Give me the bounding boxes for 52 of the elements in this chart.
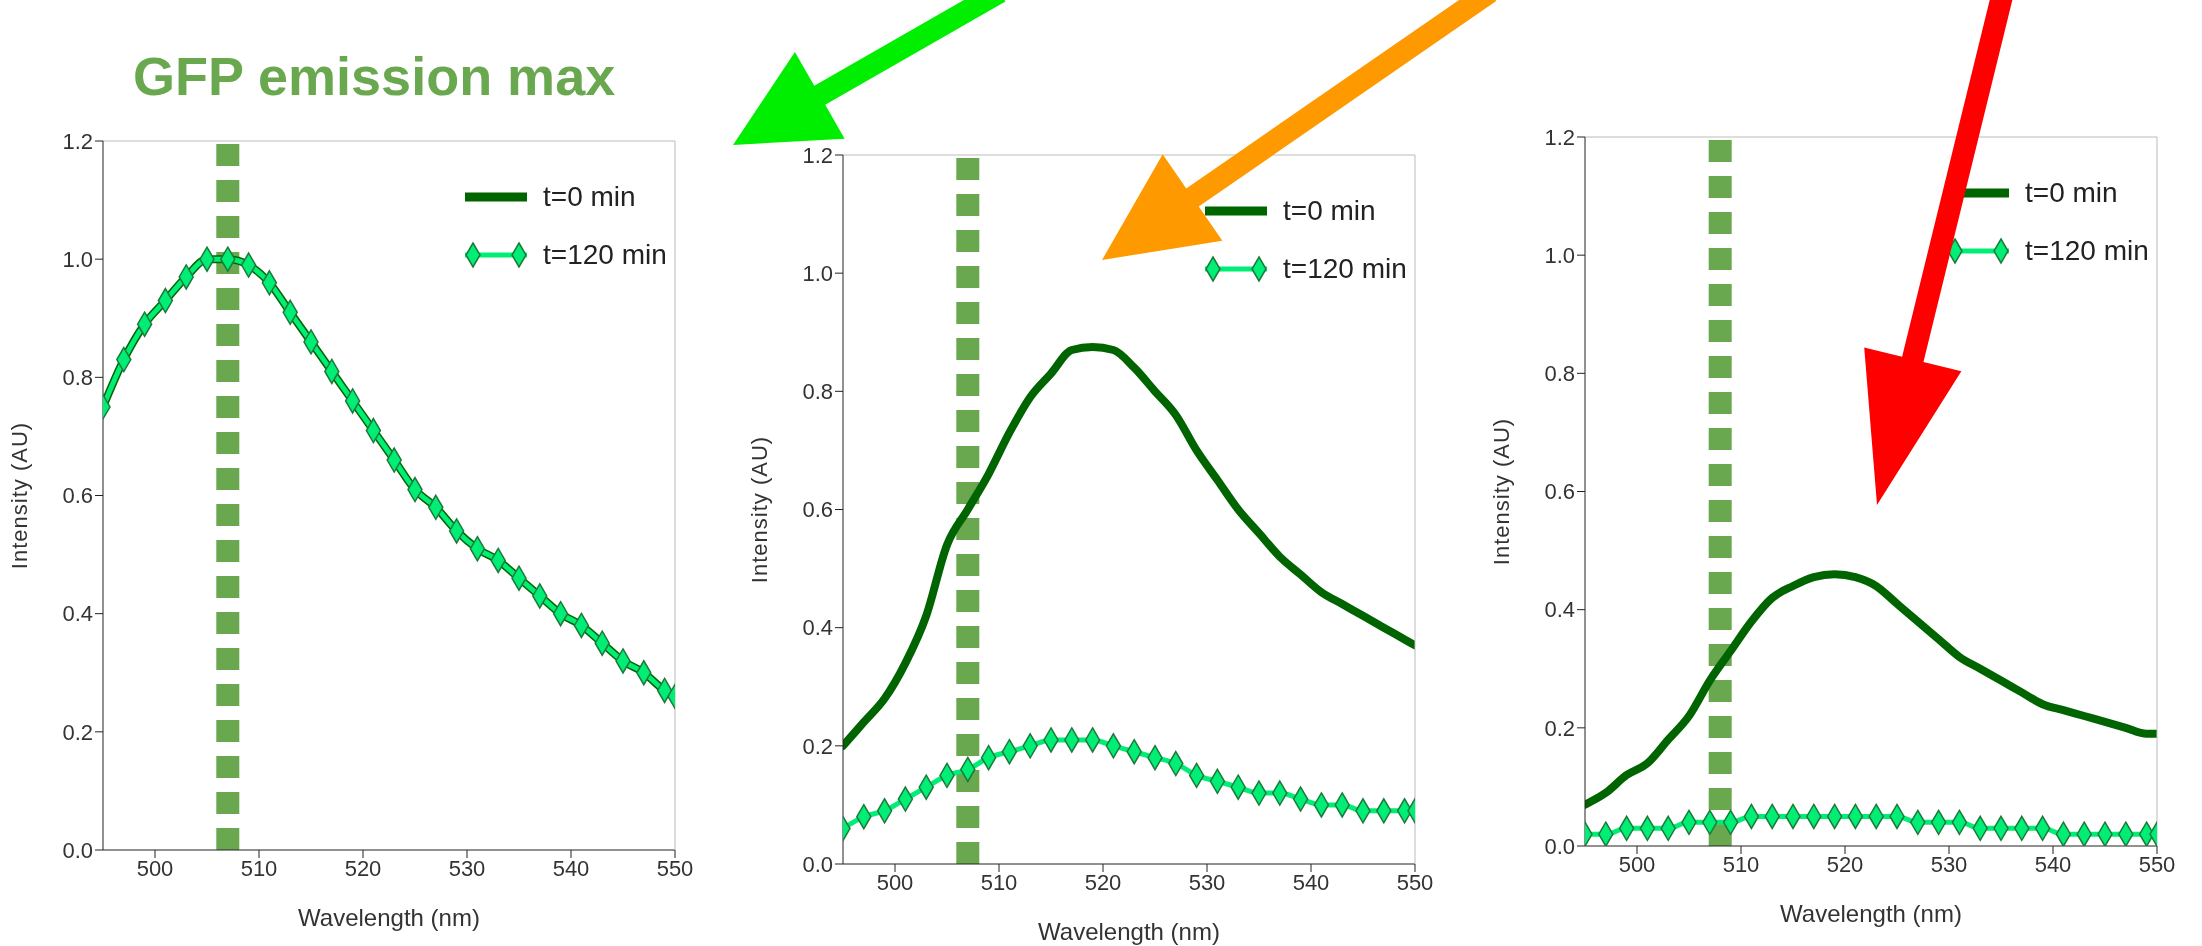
x-axis-title: Wavelength (nm) [298, 904, 480, 931]
x-axis-title: Wavelength (nm) [1780, 900, 1962, 927]
y-axis-title: Intensity (AU) [746, 435, 772, 584]
x-tick-label: 510 [980, 869, 1018, 895]
x-tick-label: 500 [136, 855, 174, 881]
x-tick-label: 530 [1930, 851, 1968, 877]
y-tick-label: 0.8 [802, 379, 833, 405]
x-tick-label: 520 [1826, 851, 1864, 877]
x-tick-label: 550 [2138, 851, 2176, 877]
y-tick-label: 0.6 [802, 497, 833, 523]
y-tick-label: 0.6 [1544, 479, 1575, 505]
y-tick-label: 0.8 [62, 365, 93, 391]
legend-label: t=0 min [543, 181, 636, 213]
y-tick-label: 0.2 [802, 733, 833, 759]
x-tick-label: 510 [1722, 851, 1760, 877]
y-tick-label: 0.6 [62, 483, 93, 509]
y-tick-label: 0.4 [802, 615, 833, 641]
x-tick-label: 540 [1292, 869, 1330, 895]
y-tick-label: 0.4 [1544, 597, 1575, 623]
legend-label: t=0 min [2025, 177, 2118, 209]
x-tick-label: 520 [1084, 869, 1122, 895]
y-tick-label: 0.0 [1544, 833, 1575, 859]
x-tick-label: 500 [1618, 851, 1656, 877]
x-tick-label: 520 [344, 855, 382, 881]
legend-label: t=120 min [1283, 253, 1407, 285]
x-tick-label: 540 [552, 855, 590, 881]
legend-label: t=0 min [1283, 195, 1376, 227]
legend-label: t=120 min [2025, 235, 2149, 267]
x-tick-label: 550 [656, 855, 694, 881]
y-tick-label: 1.0 [62, 246, 93, 272]
y-tick-label: 0.4 [62, 601, 93, 627]
x-tick-label: 530 [1188, 869, 1226, 895]
x-tick-label: 540 [2034, 851, 2072, 877]
y-tick-label: 0.2 [62, 719, 93, 745]
y-axis-title: Intensity (AU) [6, 421, 32, 570]
y-tick-label: 0.0 [62, 837, 93, 863]
y-tick-label: 0.8 [1544, 361, 1575, 387]
y-tick-label: 1.2 [62, 128, 93, 154]
chart-title: GFP emission max [132, 45, 617, 108]
y-tick-label: 1.2 [1544, 124, 1575, 150]
x-tick-label: 510 [240, 855, 278, 881]
legend-label: t=120 min [543, 239, 667, 271]
y-tick-label: 1.0 [1544, 242, 1575, 268]
y-axis-title: Intensity (AU) [1488, 417, 1514, 566]
x-tick-label: 530 [448, 855, 486, 881]
x-tick-label: 500 [876, 869, 914, 895]
x-tick-label: 550 [1396, 869, 1434, 895]
x-axis-title: Wavelength (nm) [1038, 918, 1220, 945]
y-tick-label: 0.0 [802, 851, 833, 877]
y-tick-label: 1.0 [802, 260, 833, 286]
y-tick-label: 1.2 [802, 142, 833, 168]
y-tick-label: 0.2 [1544, 715, 1575, 741]
